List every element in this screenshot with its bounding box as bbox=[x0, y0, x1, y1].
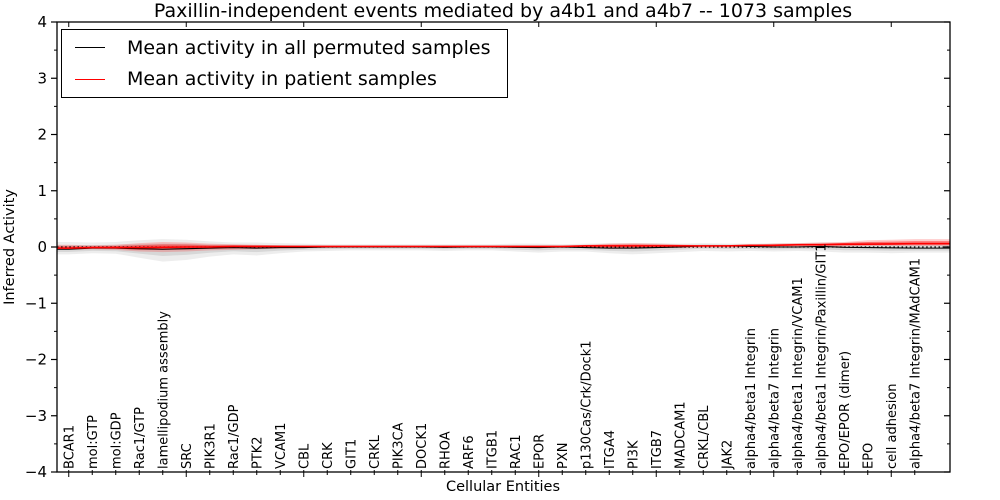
y-tick-label: −4 bbox=[25, 463, 47, 481]
legend-item-patient: Mean activity in patient samples bbox=[62, 65, 507, 93]
y-axis-label: Inferred Activity bbox=[2, 189, 18, 305]
chart-title: Paxillin-independent events mediated by … bbox=[153, 0, 853, 22]
patient-mean-line bbox=[57, 242, 950, 249]
y-tick-label: −3 bbox=[25, 407, 47, 425]
x-tick-label: lamellipodium assembly bbox=[156, 311, 171, 469]
x-tick-label: RAC1 bbox=[509, 434, 524, 469]
x-tick-label: ITGB1 bbox=[485, 430, 500, 469]
x-tick-label: mol:GDP bbox=[109, 412, 124, 469]
legend-label: Mean activity in all permuted samples bbox=[127, 36, 491, 59]
legend: Mean activity in all permuted samples Me… bbox=[61, 29, 508, 98]
x-tick-label: ITGA4 bbox=[603, 430, 618, 469]
x-tick-label: mol:GTP bbox=[86, 415, 101, 469]
x-tick-label: MADCAM1 bbox=[673, 401, 688, 469]
x-tick-label: JAK2 bbox=[720, 440, 735, 470]
x-tick-label: alpha4/beta1 Integrin bbox=[744, 328, 759, 469]
x-tick-label: CRKL bbox=[368, 434, 383, 469]
x-tick-label: p130Cas/Crk/Dock1 bbox=[579, 340, 594, 469]
permuted-band-outer bbox=[57, 239, 950, 262]
patient-line-sample bbox=[75, 78, 105, 80]
x-tick-label: Rac1/GDP bbox=[227, 404, 242, 469]
x-tick-label: PXN bbox=[556, 443, 571, 469]
x-tick-label: EPO/EPOR (dimer) bbox=[838, 351, 853, 469]
y-tick-label: −1 bbox=[25, 294, 47, 312]
x-tick-label: EPO bbox=[861, 443, 876, 469]
x-tick-label: DOCK1 bbox=[415, 423, 430, 469]
legend-item-permuted: Mean activity in all permuted samples bbox=[62, 34, 507, 62]
permuted-line-sample bbox=[75, 47, 105, 49]
x-tick-label: Rac1/GTP bbox=[133, 407, 148, 469]
x-tick-label: cell adhesion bbox=[885, 383, 900, 469]
x-tick-label: alpha4/beta1 Integrin/VCAM1 bbox=[791, 277, 806, 469]
x-tick-label: BCAR1 bbox=[62, 425, 77, 469]
y-tick-label: 0 bbox=[37, 238, 47, 256]
x-tick-label: ARF6 bbox=[462, 435, 477, 469]
x-tick-label: PTK2 bbox=[250, 436, 265, 469]
x-tick-label: ITGB7 bbox=[650, 430, 665, 469]
legend-label: Mean activity in patient samples bbox=[127, 68, 437, 91]
x-tick-label: PIK3R1 bbox=[203, 423, 218, 469]
x-tick-label: PIK3CA bbox=[391, 422, 406, 469]
x-tick-label: GIT1 bbox=[344, 439, 359, 469]
y-tick-label: −2 bbox=[25, 351, 47, 369]
x-tick-label: CBL bbox=[297, 443, 312, 469]
x-tick-label: alpha4/beta7 Integrin/MAdCAM1 bbox=[908, 258, 923, 469]
y-tick-label: 4 bbox=[37, 13, 47, 31]
x-tick-label: SRC bbox=[180, 443, 195, 469]
y-tick-label: 3 bbox=[37, 69, 47, 87]
x-tick-label: VCAM1 bbox=[274, 423, 289, 469]
x-tick-label: CRKL/CBL bbox=[697, 405, 712, 469]
x-axis-label: Cellular Entities bbox=[445, 479, 561, 495]
y-tick-label: 2 bbox=[37, 126, 47, 144]
x-tick-label: PI3K bbox=[626, 440, 641, 469]
y-tick-label: 1 bbox=[37, 182, 47, 200]
x-tick-label: alpha4/beta7 Integrin bbox=[767, 328, 782, 469]
x-tick-label: alpha4/beta1 Integrin/Paxillin/GIT1 bbox=[814, 243, 829, 469]
x-tick-label: EPOR bbox=[532, 434, 547, 469]
x-tick-label: CRK bbox=[321, 442, 336, 469]
x-tick-label: RHOA bbox=[438, 431, 453, 469]
